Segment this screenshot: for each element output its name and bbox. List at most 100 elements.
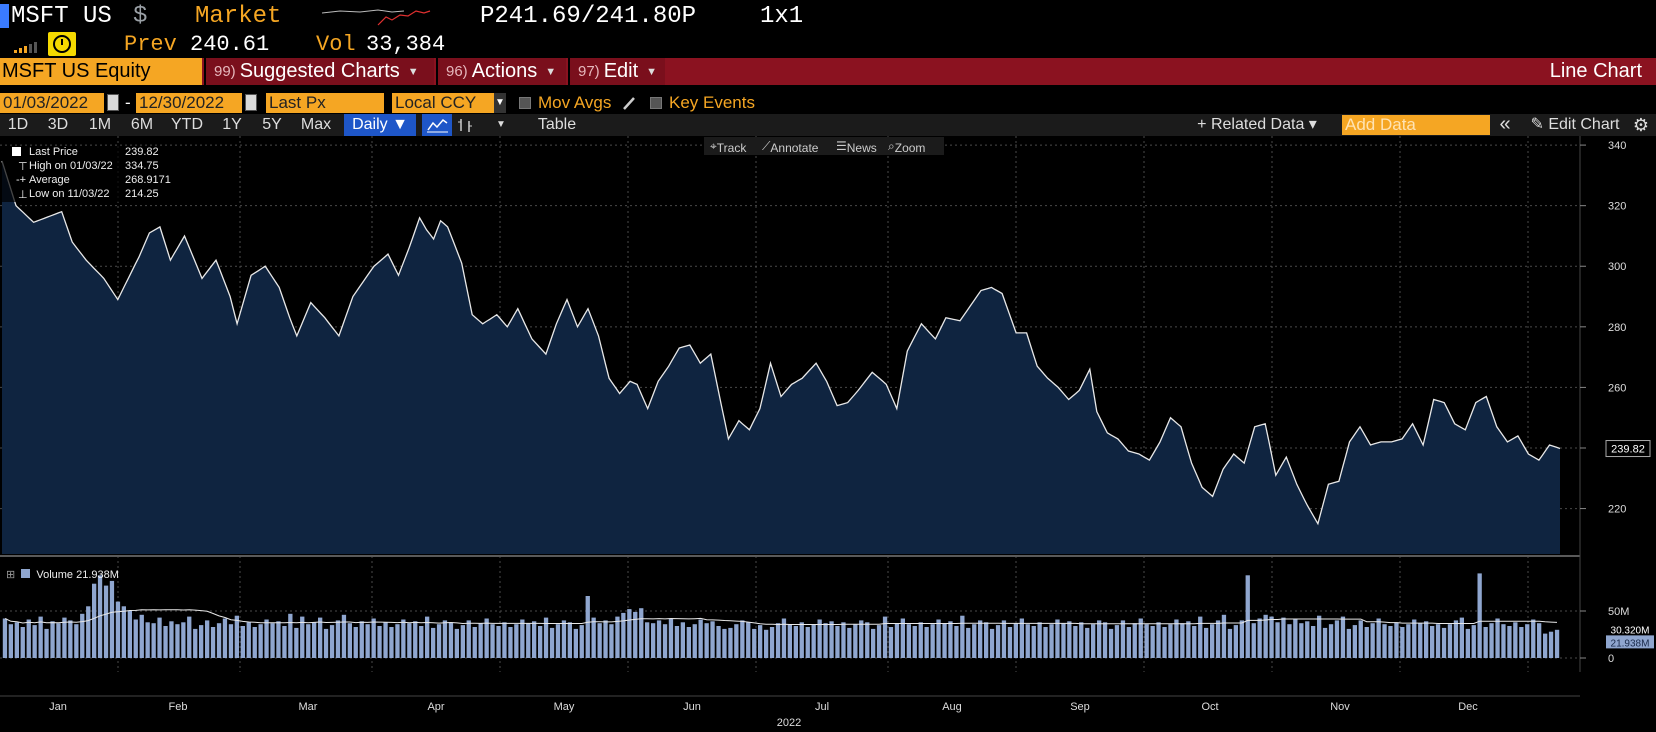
chart-type-title: Line Chart (1549, 60, 1642, 82)
edit-chart-button[interactable]: ✎ Edit Chart (1522, 114, 1628, 136)
range-ytd-button[interactable]: YTD (171, 116, 203, 133)
actions-menu[interactable]: 96) Actions ▼ (436, 58, 566, 85)
volume-bar (526, 623, 531, 658)
bar-chart-icon[interactable] (452, 114, 478, 136)
calendar-icon[interactable] (107, 94, 119, 111)
calendar-icon[interactable] (245, 94, 257, 111)
range-3d-button[interactable]: 3D (47, 116, 69, 133)
volume-bar (306, 624, 311, 658)
security-field[interactable]: MSFT US Equity (0, 58, 202, 85)
volume-bar (181, 622, 186, 658)
chart-toolbar: 1D 3D 1M 6M YTD 1Y 5Y Max Daily ▼ ▼ Tabl… (0, 114, 1656, 136)
menu-label: Suggested Charts (239, 60, 400, 82)
volume-bar (484, 618, 489, 658)
currency-symbol: $ (133, 3, 148, 30)
volume-swatch (21, 569, 31, 578)
volume-bar (86, 606, 91, 658)
volume-bar (1418, 623, 1423, 658)
volume-bar (597, 623, 602, 658)
start-date-field[interactable]: 01/03/2022 (0, 93, 104, 113)
zoom-tool[interactable]: ⌕ Zoom (888, 139, 926, 155)
edit-menu[interactable]: 97) Edit ▼ (568, 58, 665, 85)
volume-bar (490, 624, 495, 658)
last-price-swatch (12, 147, 21, 156)
volume-bar (425, 616, 430, 658)
month-label: Sep (1070, 701, 1090, 713)
mov-avgs-checkbox[interactable] (519, 97, 531, 109)
related-data-button[interactable]: + Related Data ▾ (1197, 116, 1317, 133)
volume-bar (395, 624, 400, 658)
volume-bar (1465, 628, 1470, 658)
annotate-tool[interactable]: ⟋ Annotate (762, 139, 819, 155)
volume-bar (1061, 623, 1066, 658)
chart-style-dropdown-icon[interactable]: ▼ (496, 119, 506, 130)
volume-bar (496, 626, 501, 658)
dropdown-arrow-icon[interactable]: ▼ (494, 93, 506, 113)
collapse-icon[interactable]: « (1499, 113, 1511, 135)
volume-bar (930, 624, 935, 658)
high-value: 334.75 (125, 160, 159, 172)
table-button[interactable]: Table (537, 116, 577, 133)
news-tool[interactable]: ☰ News (836, 139, 877, 155)
volume-bar (1507, 626, 1512, 658)
volume-tick-label: 0 (1608, 653, 1614, 665)
expand-icon[interactable]: ⊞ (6, 569, 16, 581)
price-legend: Last Price 239.82 ⊤ High on 01/03/22 334.75… (2, 146, 176, 202)
volume-bar (1162, 627, 1167, 658)
month-label: May (554, 701, 575, 713)
caret-down-icon: ▼ (646, 65, 658, 78)
volume-bar (1370, 623, 1375, 658)
volume-bar (1554, 629, 1560, 658)
line-chart-icon[interactable] (422, 114, 452, 136)
volume-bar (710, 621, 715, 658)
news-alert-icon[interactable] (48, 32, 76, 56)
chart-mini-toolbar: ⌖ Track ⟋ Annotate ☰ News ⌕ Zoom (704, 137, 944, 155)
volume-bar (1430, 626, 1435, 658)
volume-bar (740, 620, 745, 658)
ticker[interactable]: MSFT US (11, 3, 112, 30)
range-1d-button[interactable]: 1D (7, 116, 29, 133)
range-max-button[interactable]: Max (300, 116, 332, 133)
volume-bar (1037, 622, 1042, 658)
frequency-dropdown[interactable]: Daily ▼ (344, 114, 416, 136)
volume-bar (14, 622, 19, 658)
volume-bar (1073, 626, 1078, 658)
track-tool[interactable]: ⌖ Track (710, 139, 747, 155)
suggested-charts-menu[interactable]: 99) Suggested Charts ▼ (204, 58, 434, 85)
gear-icon[interactable]: ⚙ (1632, 115, 1650, 135)
time-axis: Jan Feb Mar Apr May Jun Jul Aug Sep Oct Nov Dec 2022 (0, 695, 1580, 729)
volume-bar (835, 626, 840, 658)
volume-bar (1317, 615, 1322, 658)
annotate-label: Annotate (770, 141, 819, 155)
range-5y-button[interactable]: 5Y (262, 116, 282, 133)
field-selector[interactable]: Last Px (266, 93, 384, 113)
volume-bar (686, 627, 691, 658)
pencil-icon[interactable] (622, 95, 636, 111)
volume-bar (633, 611, 638, 658)
volume-bar (894, 623, 900, 658)
volume-bar (674, 626, 680, 658)
key-events-checkbox[interactable] (650, 97, 662, 109)
volume-bar (1067, 621, 1072, 658)
add-data-placeholder: Add Data (1345, 115, 1416, 134)
add-data-input[interactable]: Add Data (1342, 115, 1490, 135)
volume-bar (769, 627, 775, 658)
month-label: Mar (299, 701, 318, 713)
range-1m-button[interactable]: 1M (88, 116, 112, 133)
volume-legend: ⊞ Volume 21.938M (6, 568, 119, 581)
caret-down-icon: ▼ (545, 65, 557, 78)
vol-label: Vol (316, 32, 356, 57)
volume-bar (1049, 624, 1054, 658)
volume-bar (1210, 624, 1215, 658)
volume-bar (1394, 622, 1399, 658)
volume-bar (1097, 620, 1102, 658)
currency-selector[interactable]: Local CCY (392, 93, 494, 113)
range-1y-button[interactable]: 1Y (222, 116, 242, 133)
volume-bar (1513, 622, 1518, 658)
volume-bar (448, 622, 454, 658)
range-6m-button[interactable]: 6M (130, 116, 154, 133)
end-date-field[interactable]: 12/30/2022 (136, 93, 242, 113)
volume-bar (1441, 627, 1447, 658)
volume-bar (1483, 627, 1488, 658)
